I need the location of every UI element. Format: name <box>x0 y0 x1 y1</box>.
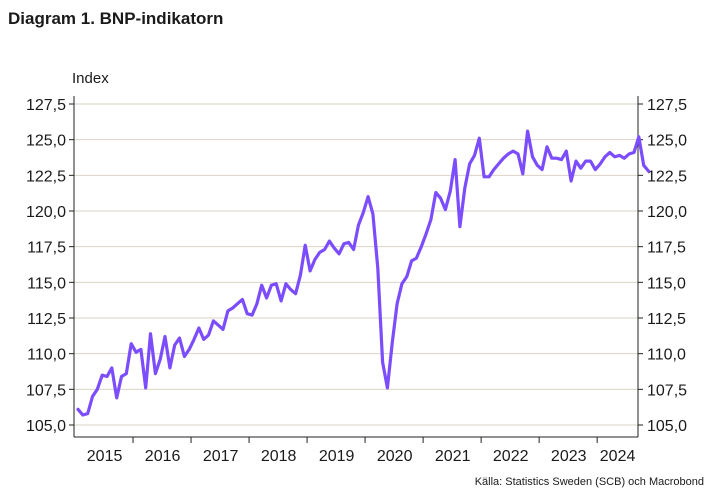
source-note: Källa: Statistics Sweden (SCB) och Macro… <box>474 476 704 488</box>
grid-lines <box>74 103 638 426</box>
x-tick-label: 2015 <box>87 448 123 465</box>
y-tick-label-right: 115,0 <box>647 275 686 292</box>
x-tick-label: 2018 <box>261 448 297 465</box>
y-tick-label-left: 105,0 <box>26 418 66 435</box>
chart-title: Diagram 1. BNP-indikatorn <box>8 9 224 28</box>
x-tick-label: 2023 <box>551 448 587 465</box>
y-tick-label-right: 110,0 <box>647 347 686 364</box>
y-tick-label-right: 120,0 <box>647 204 687 221</box>
y-tick-label-left: 120,0 <box>26 204 66 221</box>
x-tick-label: 2016 <box>145 448 181 465</box>
y-axis-label: Index <box>72 70 109 87</box>
y-tick-label-right: 105,0 <box>647 418 687 435</box>
x-tick-labels: 2015 2016 2017 2018 2019 2020 2021 2022 2023 2024 <box>87 448 636 465</box>
y-tick-label-left: 112,5 <box>27 311 66 328</box>
y-tick-labels-left: 105,0 107,5 110,0 112,5 115,0 117,5 120,0 122,5… <box>26 97 66 435</box>
y-tick-label-left: 127,5 <box>26 97 66 114</box>
axes <box>69 96 643 443</box>
y-tick-label-left: 110,0 <box>27 347 66 364</box>
x-tick-label: 2021 <box>435 448 471 465</box>
y-tick-label-right: 107,5 <box>647 382 687 399</box>
y-tick-label-right: 125,0 <box>647 133 687 150</box>
x-tick-label: 2017 <box>203 448 239 465</box>
y-tick-labels-right: 105,0 107,5 110,0 112,5 115,0 117,5 120,0 122,5… <box>647 97 687 435</box>
y-tick-label-left: 122,5 <box>26 168 66 185</box>
y-tick-label-left: 115,0 <box>27 275 66 292</box>
x-tick-label: 2022 <box>493 448 529 465</box>
x-tick-label: 2024 <box>600 448 636 465</box>
y-tick-label-right: 112,5 <box>647 311 686 328</box>
y-tick-label-left: 107,5 <box>26 382 66 399</box>
series-line <box>76 129 651 417</box>
y-tick-label-right: 117,5 <box>647 240 686 257</box>
y-tick-label-left: 125,0 <box>26 133 66 150</box>
y-tick-label-left: 117,5 <box>27 240 66 257</box>
x-tick-label: 2020 <box>377 448 413 465</box>
series-group <box>76 129 651 417</box>
y-tick-label-right: 122,5 <box>647 168 687 185</box>
y-tick-label-right: 127,5 <box>647 97 687 114</box>
x-tick-label: 2019 <box>319 448 355 465</box>
